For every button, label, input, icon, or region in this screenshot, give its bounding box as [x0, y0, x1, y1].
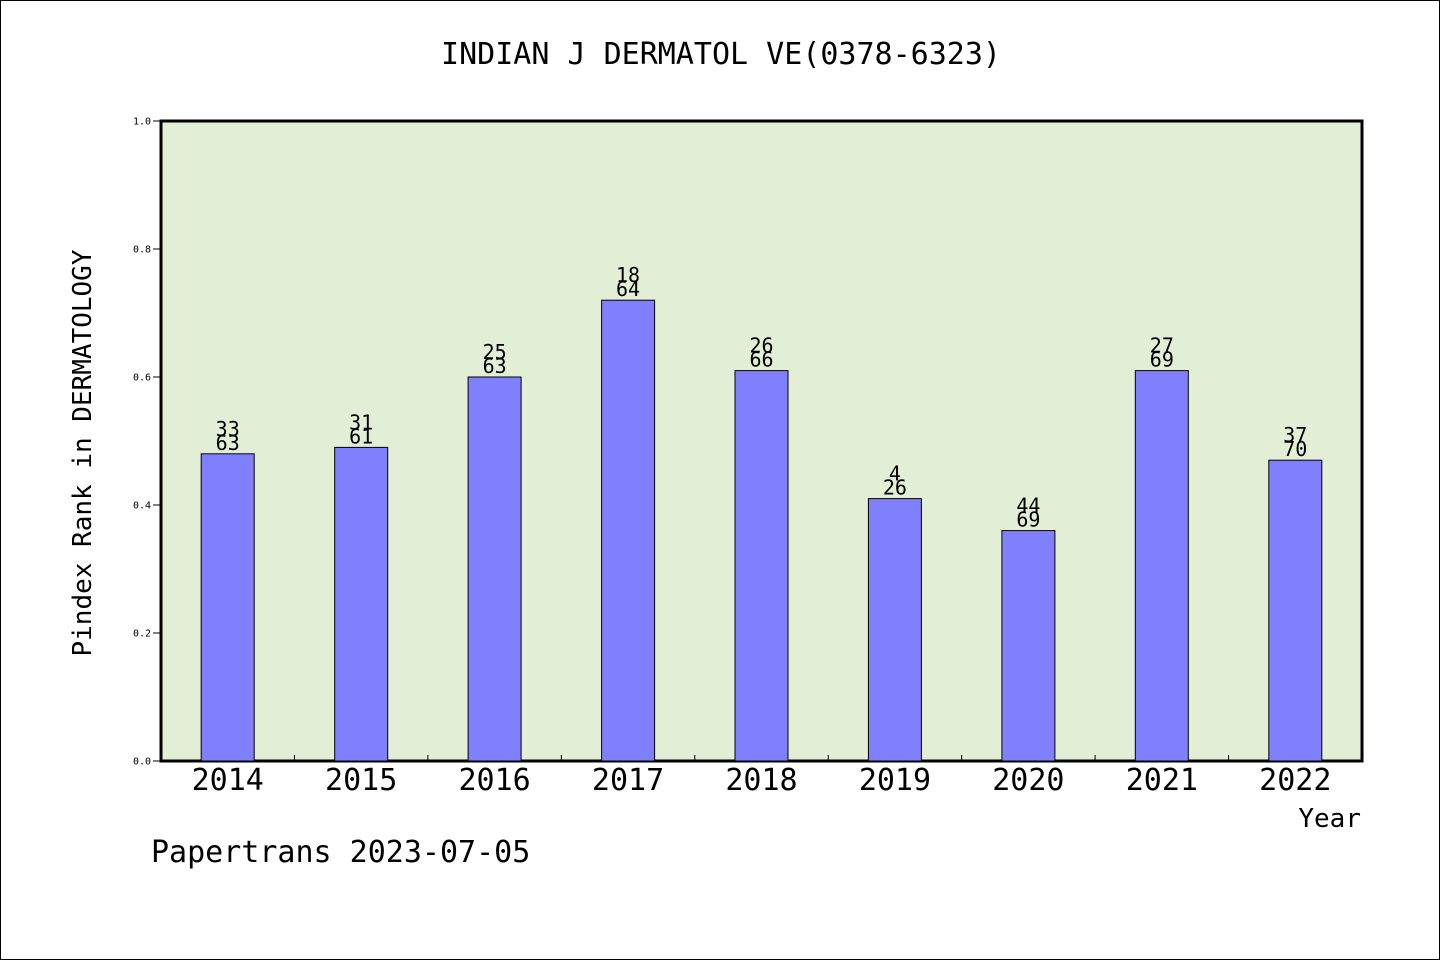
footer-credit: Papertrans 2023-07-05 [151, 835, 531, 870]
bar-rank-label: 18 [616, 263, 640, 287]
y-tick-label: 0.2 [133, 629, 151, 640]
bar-rank-label: 27 [1150, 334, 1174, 358]
bar-total-label: 63 [483, 354, 507, 378]
x-tick-label: 2018 [725, 763, 797, 798]
bar [867, 498, 922, 762]
bar-rank-label: 37 [1283, 423, 1307, 447]
bar-total-label: 61 [349, 424, 373, 448]
bar-rank-label: 33 [216, 417, 240, 441]
x-tick-label: 2021 [1126, 763, 1198, 798]
bar-total-label: 64 [616, 277, 640, 301]
bar-total-label: 69 [1016, 508, 1040, 532]
x-tick-label: 2015 [325, 763, 397, 798]
x-axis: 2014 2015 2016 2017 2018 2019 2020 2021 2022 [192, 755, 1331, 798]
x-tick-label: 2017 [592, 763, 664, 798]
y-tick-label: 0.0 [133, 757, 151, 768]
bar-rank-label: 26 [749, 334, 773, 358]
bar-total-label: 69 [1150, 348, 1174, 372]
bar [200, 453, 255, 762]
y-axis-label: Pindex Rank in DERMATOLOGY [68, 249, 98, 656]
x-tick-label: 2019 [859, 763, 931, 798]
y-tick-label: 1.0 [133, 117, 151, 128]
bar [334, 446, 389, 762]
bar [734, 370, 789, 762]
bar-total-label: 70 [1283, 437, 1307, 461]
y-axis: 0.0 0.2 0.4 0.6 0.8 1.0 [133, 117, 161, 768]
bar-total-label: 26 [883, 476, 907, 500]
y-tick-label: 0.8 [133, 245, 151, 256]
x-tick-label: 2014 [192, 763, 264, 798]
bar-rank-label: 4 [889, 462, 901, 486]
x-tick-label: 2022 [1259, 763, 1331, 798]
bar-rank-label: 31 [349, 410, 373, 434]
y-tick-label: 0.6 [133, 373, 151, 384]
x-axis-label: Year [1298, 804, 1361, 834]
bar [1268, 459, 1323, 762]
y-tick-label: 0.4 [133, 501, 151, 512]
bar-rank-label: 25 [483, 340, 507, 364]
bar [1001, 530, 1056, 762]
bar [467, 376, 522, 762]
bar-total-label: 63 [216, 431, 240, 455]
bar-rank-label: 44 [1016, 494, 1040, 518]
bar [601, 299, 656, 762]
bar-total-label: 66 [749, 348, 773, 372]
bar [1134, 370, 1189, 762]
x-tick-label: 2020 [992, 763, 1064, 798]
chart-title: INDIAN J DERMATOL VE(0378-6323) [441, 37, 1001, 72]
x-tick-label: 2016 [458, 763, 530, 798]
